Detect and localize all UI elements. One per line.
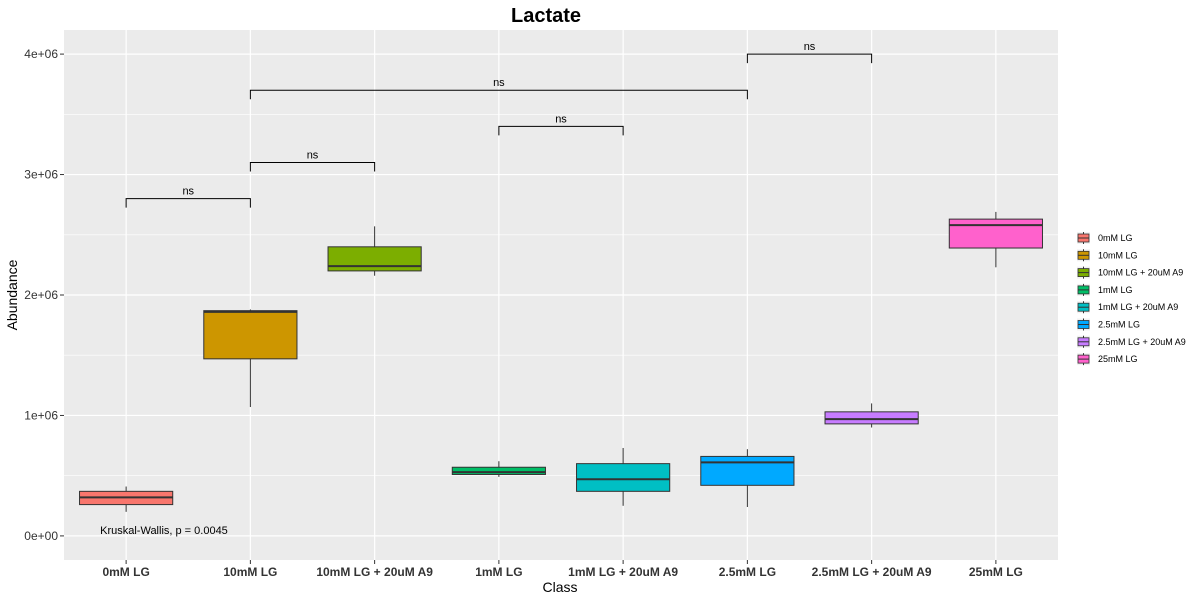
significance-brackets: ns ns ns ns ns xyxy=(125,41,873,208)
box-body xyxy=(824,411,919,425)
comparison-bracket-0: ns xyxy=(125,186,251,208)
box-5 xyxy=(700,449,795,507)
legend: 0mM LG 10mM LG 10mM LG + 20uM A9 1mM LG 1mM … xyxy=(1077,232,1186,366)
x-tick-label: 1mM LG xyxy=(475,565,522,579)
y-tick-label: 4e+06 xyxy=(24,47,58,61)
x-tick-label: 0mM LG xyxy=(102,565,149,579)
y-axis: 0e+00 1e+06 2e+06 3e+06 4e+06 xyxy=(24,47,64,543)
legend-label: 0mM LG xyxy=(1098,233,1133,243)
legend-item: 10mM LG + 20uM A9 xyxy=(1077,266,1183,279)
x-tick-label: 10mM LG xyxy=(223,565,277,579)
box-0 xyxy=(79,486,174,512)
kruskal-wallis-annotation: Kruskal-Wallis, p = 0.0045 xyxy=(100,525,228,537)
box-body xyxy=(327,246,422,272)
bracket-line xyxy=(125,198,251,208)
x-tick-label: 1mM LG + 20uM A9 xyxy=(568,565,678,579)
x-axis-title: Class xyxy=(542,579,577,595)
chart-title: Lactate xyxy=(511,5,581,27)
legend-item: 1mM LG xyxy=(1077,283,1133,296)
comparison-bracket-2: ns xyxy=(498,113,624,136)
bracket-label: ns xyxy=(555,113,567,125)
box-body xyxy=(700,455,795,486)
y-tick-label: 0e+00 xyxy=(24,529,58,543)
y-axis-title: Abundance xyxy=(4,259,20,330)
legend-item: 0mM LG xyxy=(1077,232,1133,244)
box-4 xyxy=(576,447,671,506)
bracket-line xyxy=(746,53,873,64)
box-1 xyxy=(203,309,298,408)
x-tick-label: 2.5mM LG + 20uM A9 xyxy=(812,565,932,579)
x-axis: 0mM LG 10mM LG 10mM LG + 20uM A9 1mM LG 1mM … xyxy=(102,560,1023,579)
legend-label: 10mM LG + 20uM A9 xyxy=(1098,268,1183,278)
box-body xyxy=(948,218,1043,249)
y-tick-label: 2e+06 xyxy=(24,288,58,302)
box-series xyxy=(79,211,1043,512)
box-7 xyxy=(948,211,1043,268)
legend-label: 1mM LG xyxy=(1098,285,1133,295)
bracket-label: ns xyxy=(307,150,319,162)
box-2 xyxy=(327,226,422,276)
box-body xyxy=(203,310,298,360)
legend-item: 1mM LG + 20uM A9 xyxy=(1077,301,1178,314)
bracket-label: ns xyxy=(182,186,194,198)
box-body xyxy=(451,466,546,475)
box-3 xyxy=(451,461,546,477)
comparison-bracket-4: ns xyxy=(746,41,873,64)
y-tick-label: 1e+06 xyxy=(24,408,58,422)
bracket-label: ns xyxy=(493,77,505,89)
box-body xyxy=(576,463,671,492)
comparison-bracket-1: ns xyxy=(249,150,376,172)
x-tick-label: 2.5mM LG xyxy=(719,565,776,579)
legend-label: 10mM LG xyxy=(1098,250,1138,260)
legend-item: 25mM LG xyxy=(1077,353,1138,366)
comparison-bracket-3: ns xyxy=(249,77,748,100)
bracket-line xyxy=(249,162,376,172)
legend-label: 1mM LG + 20uM A9 xyxy=(1098,302,1178,312)
x-tick-label: 10mM LG + 20uM A9 xyxy=(316,565,433,579)
legend-label: 2.5mM LG xyxy=(1098,320,1140,330)
y-tick-label: 3e+06 xyxy=(24,168,58,182)
bracket-line xyxy=(498,125,624,136)
box-6 xyxy=(824,403,919,428)
legend-label: 2.5mM LG + 20uM A9 xyxy=(1098,337,1186,347)
bracket-label: ns xyxy=(804,41,816,53)
bracket-line xyxy=(249,89,748,100)
grid-lines xyxy=(64,30,1058,560)
legend-item: 2.5mM LG + 20uM A9 xyxy=(1077,335,1186,348)
legend-label: 25mM LG xyxy=(1098,354,1138,364)
x-tick-label: 25mM LG xyxy=(969,565,1023,579)
legend-item: 2.5mM LG xyxy=(1077,318,1140,331)
legend-item: 10mM LG xyxy=(1077,249,1138,262)
